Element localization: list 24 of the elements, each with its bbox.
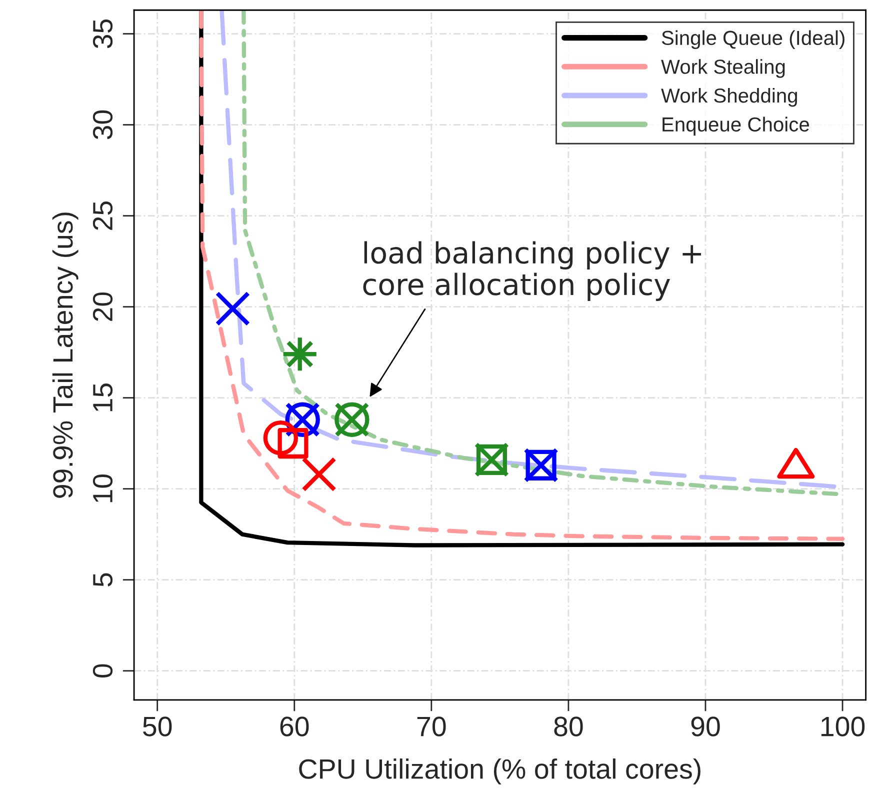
x-tick-label: 100 [821, 716, 865, 736]
x-tick-label: 50 [143, 716, 172, 736]
y-tick-label: 20 [92, 292, 113, 321]
x-tick-label: 60 [280, 716, 309, 736]
legend-label: Work Shedding [661, 88, 798, 107]
legend-label: Enqueue Choice [662, 116, 809, 136]
y-tick-label: 35 [92, 20, 113, 48]
legend-label: Work Stealing [661, 59, 785, 78]
x-tick-label: 70 [417, 716, 446, 736]
y-tick-label: 5 [93, 573, 113, 586]
x-axis-title: CPU Utilization (% of total cores) [299, 758, 700, 784]
y-axis-title: 99.9% Tail Latency (us) [52, 212, 78, 498]
y-tick-label: 30 [92, 110, 113, 140]
y-tick-label: 15 [93, 384, 113, 412]
y-tick-label: 10 [92, 474, 113, 502]
x-tick-label: 80 [554, 716, 583, 736]
y-tick-label: 25 [92, 202, 113, 230]
point [302, 456, 336, 492]
legend-label: Single Queue (Ideal) [662, 30, 844, 50]
annotation: load balancing policy + core allocation policy [363, 241, 701, 302]
point [215, 291, 250, 326]
x-tick-label: 90 [691, 716, 720, 736]
y-tick-label: 0 [92, 664, 113, 678]
point [263, 420, 298, 456]
